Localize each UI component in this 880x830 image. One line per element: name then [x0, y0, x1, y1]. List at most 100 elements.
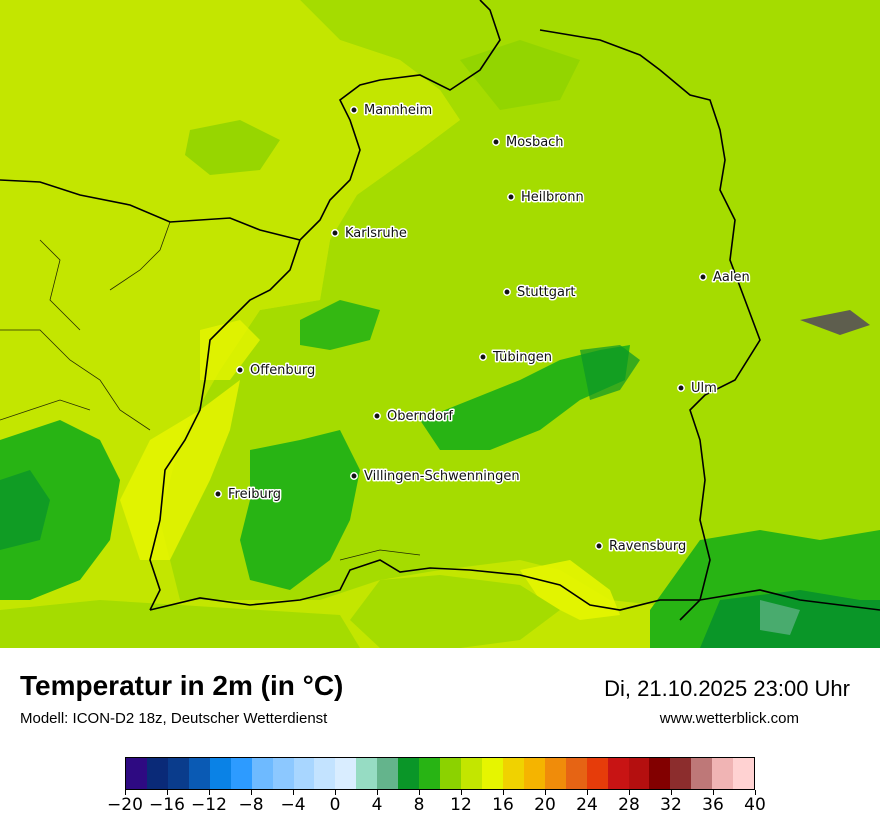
- color-scale-swatch: [670, 758, 692, 789]
- city-dot: [350, 106, 358, 114]
- scale-tick-label: 8: [413, 795, 425, 815]
- color-scale-swatch: [293, 758, 315, 789]
- city-label: Ravensburg: [609, 539, 686, 554]
- scale-tick: [125, 790, 126, 795]
- color-scale-swatch: [586, 758, 608, 789]
- scale-tick-label: 4: [371, 795, 383, 815]
- city-marker: Mosbach: [492, 134, 565, 152]
- scale-tick-label: 36: [702, 795, 724, 815]
- model-info: Modell: ICON-D2 18z, Deutscher Wetterdie…: [20, 710, 328, 727]
- color-scale-swatch: [649, 758, 671, 789]
- city-marker: Ravensburg: [595, 538, 688, 556]
- color-scale-ticks: [125, 790, 756, 796]
- color-scale-labels: −20 −16 −12 −8 −4 0 4 8 12 16 20 24 28 32 36 40: [107, 795, 766, 819]
- color-scale-swatch: [126, 758, 147, 789]
- city-label: Aalen: [713, 270, 750, 285]
- state-borders: [0, 0, 880, 621]
- city-marker: Freiburg: [214, 486, 283, 504]
- scale-tick-label: 28: [618, 795, 640, 815]
- scale-tick-label: 12: [450, 795, 472, 815]
- scale-tick: [503, 790, 504, 795]
- city-dot: [699, 273, 707, 281]
- city-dot: [479, 353, 487, 361]
- scale-tick: [629, 790, 630, 795]
- color-scale-swatch: [712, 758, 734, 789]
- city-label: Tübingen: [492, 350, 552, 365]
- city-label: Heilbronn: [521, 190, 584, 205]
- city-marker: Heilbronn: [507, 189, 585, 207]
- color-scale-swatch: [628, 758, 650, 789]
- color-scale-swatch: [419, 758, 441, 789]
- color-scale-swatch: [733, 758, 755, 789]
- city-marker: Tübingen: [479, 349, 554, 367]
- scale-tick: [755, 790, 756, 795]
- scale-tick-label: 24: [576, 795, 598, 815]
- scale-tick: [251, 790, 252, 795]
- temperature-map: Mannheim Mosbach Heilbronn Karlsruhe Aalen St…: [0, 0, 880, 648]
- city-markers: Mannheim Mosbach Heilbronn Karlsruhe Aalen St…: [214, 102, 751, 556]
- scale-tick: [377, 790, 378, 795]
- scale-tick: [335, 790, 336, 795]
- map-title: Temperatur in 2m (in °C): [20, 670, 344, 701]
- scale-tick-label: −16: [149, 795, 185, 815]
- color-scale-swatch: [356, 758, 378, 789]
- color-scale-swatch: [146, 758, 168, 789]
- color-scale-swatch: [188, 758, 210, 789]
- city-dot: [492, 138, 500, 146]
- scale-tick: [209, 790, 210, 795]
- forecast-datetime: Di, 21.10.2025 23:00 Uhr: [604, 676, 850, 701]
- city-marker: Stuttgart: [503, 284, 577, 302]
- color-scale-swatch: [607, 758, 629, 789]
- color-scale-swatch: [523, 758, 545, 789]
- city-label: Karlsruhe: [345, 226, 407, 241]
- color-scale-swatch: [691, 758, 713, 789]
- scale-tick: [545, 790, 546, 795]
- city-label: Mosbach: [506, 135, 564, 150]
- color-scale-swatch: [377, 758, 399, 789]
- color-scale-swatch: [209, 758, 231, 789]
- color-scale-swatch: [335, 758, 357, 789]
- color-scale-swatch: [230, 758, 252, 789]
- scale-tick-label: −8: [238, 795, 264, 815]
- city-label: Stuttgart: [517, 285, 575, 300]
- city-label: Freiburg: [228, 487, 281, 502]
- scale-tick-label: −4: [280, 795, 306, 815]
- scale-tick-label: 20: [534, 795, 556, 815]
- scale-tick: [713, 790, 714, 795]
- scale-tick: [461, 790, 462, 795]
- city-label: Oberndorf: [387, 409, 453, 424]
- scale-tick-label: 40: [744, 795, 766, 815]
- city-dot: [331, 229, 339, 237]
- color-scale-swatch: [272, 758, 294, 789]
- color-scale-swatch: [314, 758, 336, 789]
- scale-tick: [671, 790, 672, 795]
- city-marker: Mannheim: [350, 102, 434, 120]
- scale-tick: [587, 790, 588, 795]
- color-scale-swatch: [461, 758, 482, 789]
- city-marker: Offenburg: [236, 362, 317, 380]
- city-dot: [214, 490, 222, 498]
- city-dot: [350, 472, 358, 480]
- scale-tick-label: 32: [660, 795, 682, 815]
- scale-tick-label: −12: [191, 795, 227, 815]
- city-label: Offenburg: [250, 363, 315, 378]
- color-scale-swatch: [251, 758, 273, 789]
- temperature-field: [0, 0, 880, 648]
- color-scale-swatch: [565, 758, 587, 789]
- scale-tick-label: 0: [329, 795, 341, 815]
- scale-tick-label: −20: [107, 795, 143, 815]
- city-marker: Oberndorf: [373, 408, 455, 426]
- city-label: Villingen-Schwenningen: [364, 469, 520, 484]
- color-scale-swatch: [481, 758, 503, 789]
- city-dot: [236, 366, 244, 374]
- city-marker: Aalen: [699, 269, 751, 287]
- city-marker: Ulm: [677, 380, 718, 398]
- city-dot: [595, 542, 603, 550]
- city-marker: Karlsruhe: [331, 225, 408, 243]
- map-svg: Mannheim Mosbach Heilbronn Karlsruhe Aalen St…: [0, 0, 880, 648]
- city-label: Mannheim: [364, 103, 432, 118]
- color-scale-swatch: [544, 758, 566, 789]
- website-link[interactable]: www.wetterblick.com: [659, 710, 799, 727]
- scale-tick-label: 16: [492, 795, 514, 815]
- city-marker: Villingen-Schwenningen: [350, 468, 521, 486]
